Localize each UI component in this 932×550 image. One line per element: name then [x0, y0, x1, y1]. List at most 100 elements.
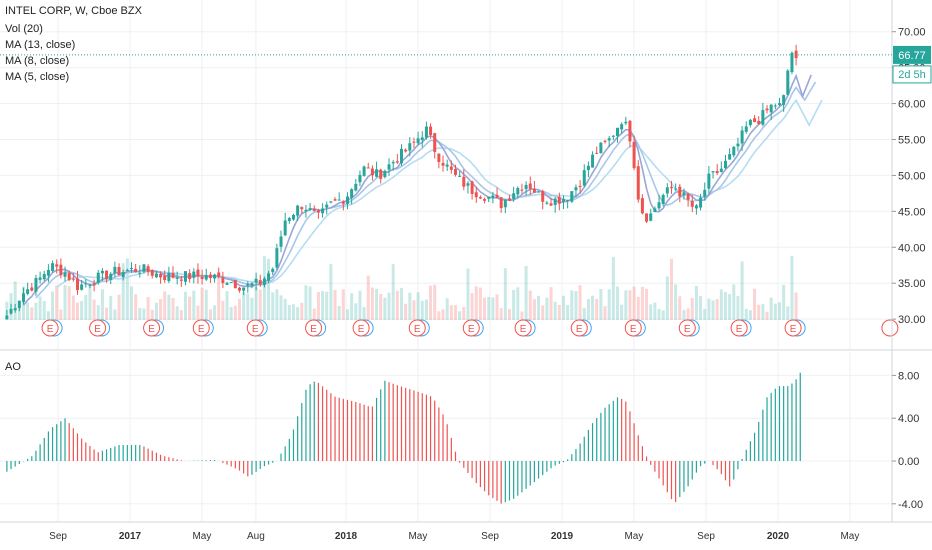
candle-body: [657, 202, 661, 209]
chart-title[interactable]: INTEL CORP, W, Cboe BZX: [5, 5, 142, 17]
candle-body: [321, 208, 325, 214]
volume-bar: [524, 265, 528, 320]
price-axis[interactable]: 70.0065.0060.0055.0050.0045.0040.0035.00…: [892, 27, 926, 326]
volume-bar: [279, 295, 283, 320]
ao-tick-label: -4.00: [898, 499, 923, 511]
candle-body: [333, 199, 337, 201]
earnings-marker[interactable]: [305, 319, 323, 337]
earnings-marker-label: E: [630, 324, 637, 335]
candle-body: [466, 183, 470, 186]
ma8-line: [35, 81, 817, 299]
candle-body: [665, 187, 669, 194]
legend-ma8[interactable]: MA (8, close): [5, 55, 70, 67]
volume-bar: [686, 308, 690, 320]
earnings-marker[interactable]: [678, 319, 696, 337]
candle-body: [175, 277, 179, 279]
candle-body: [441, 162, 445, 166]
volume-bar: [275, 289, 279, 320]
candle-body: [748, 119, 752, 126]
earnings-marker[interactable]: [352, 319, 370, 337]
volume-bar: [208, 309, 212, 320]
candle-body: [507, 198, 511, 201]
candle-body: [582, 170, 586, 186]
candle-body: [345, 196, 349, 204]
candle-body: [470, 181, 474, 194]
candle-body: [578, 185, 582, 187]
candle-body: [420, 137, 424, 141]
candle-body: [237, 287, 241, 291]
volume-bar: [466, 268, 470, 320]
earnings-marker[interactable]: [143, 319, 161, 337]
candle-body: [545, 202, 549, 204]
candle-body: [499, 197, 503, 209]
candle-body: [649, 213, 653, 221]
earnings-marker[interactable]: [246, 319, 264, 337]
volume-bar: [748, 310, 752, 320]
candle-body: [362, 166, 366, 176]
volume-bar: [553, 301, 557, 320]
candle-body: [387, 164, 391, 170]
volume-bar: [200, 287, 204, 320]
volume-bar: [765, 311, 769, 320]
ao-axis[interactable]: 8.00 4.00 0.00 -4.00: [892, 370, 923, 511]
volume-bar: [121, 263, 125, 320]
candle-body: [316, 210, 320, 213]
volume-bar: [399, 287, 403, 320]
candle-body: [674, 188, 678, 190]
earnings-marker[interactable]: [881, 319, 899, 337]
volume-bar: [624, 290, 628, 320]
volume-bar: [179, 310, 183, 320]
volume-bar: [375, 288, 379, 320]
candle-body: [786, 70, 790, 95]
ao-tick-label: 4.00: [898, 413, 919, 425]
volume-bar: [316, 292, 320, 320]
earnings-marker-label: E: [94, 324, 101, 335]
candle-body: [105, 270, 109, 280]
time-axis[interactable]: Sep 2017 May Aug 2018 May Sep 2019 May Sep 2020 May: [49, 531, 859, 542]
candle-body: [561, 198, 565, 202]
candle-body: [159, 273, 163, 278]
candle-body: [304, 209, 308, 212]
volume-bar: [657, 308, 661, 320]
candle-body: [433, 133, 437, 152]
volume-bar: [566, 305, 570, 320]
volume-bar: [300, 302, 304, 320]
candle-body: [96, 272, 100, 283]
volume-bar: [188, 296, 192, 320]
volume-bar: [416, 292, 420, 320]
candle-body: [449, 166, 453, 170]
earnings-marker[interactable]: [570, 319, 588, 337]
last-price-badge: 66.77 2d 5h: [0, 45, 932, 84]
volume-bar: [528, 290, 532, 320]
candle-body: [63, 272, 67, 277]
volume-bar: [254, 286, 258, 320]
earnings-marker[interactable]: [462, 319, 480, 337]
earnings-marker[interactable]: [192, 319, 210, 337]
candle-body: [537, 191, 541, 193]
earnings-marker[interactable]: [784, 319, 802, 337]
candle-body: [715, 170, 719, 174]
earnings-marker[interactable]: [730, 319, 748, 337]
volume-bar: [669, 258, 673, 320]
earnings-marker[interactable]: [89, 319, 107, 337]
earnings-marker[interactable]: [624, 319, 642, 337]
earnings-marker[interactable]: [408, 319, 426, 337]
volume-bar: [711, 300, 715, 320]
volume-bar: [790, 255, 794, 320]
price-tick-label: 45.00: [898, 206, 926, 218]
legend-ao[interactable]: AO: [5, 361, 21, 373]
volume-bar: [541, 305, 545, 320]
candle-body: [337, 199, 341, 201]
legend-ma5[interactable]: MA (5, close): [5, 71, 70, 83]
earnings-marker[interactable]: [41, 319, 59, 337]
legend-vol[interactable]: Vol (20): [5, 23, 43, 35]
volume-bar: [96, 305, 100, 320]
volume-bar: [582, 307, 586, 320]
volume-bar: [129, 286, 133, 320]
volume-bar: [291, 304, 295, 320]
legend-ma13[interactable]: MA (13, close): [5, 39, 76, 51]
pane-frame: [0, 0, 932, 523]
earnings-marker[interactable]: [514, 319, 532, 337]
